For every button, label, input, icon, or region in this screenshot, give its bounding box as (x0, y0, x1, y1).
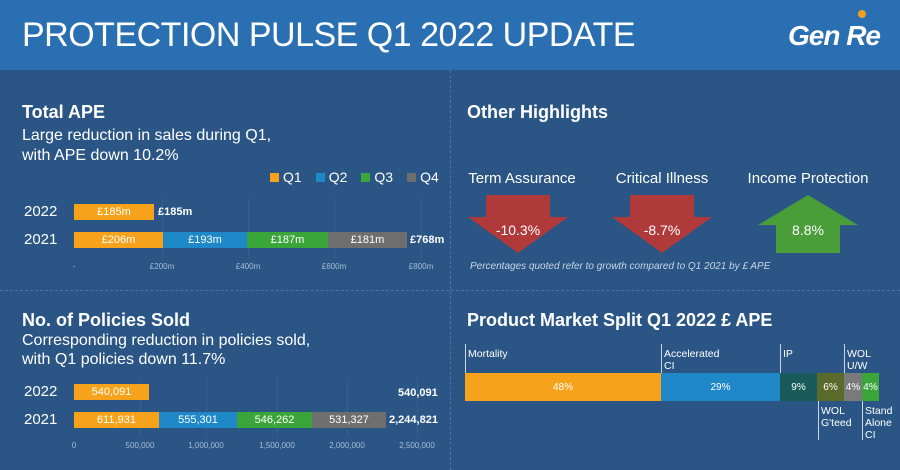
ape-axis-tick: £400m (235, 262, 261, 271)
policies-axis-tick: 1,500,000 (259, 441, 295, 450)
policies-gridline (206, 378, 207, 436)
legend-q2-label: Q2 (328, 169, 348, 185)
ape-axis-tick: - (72, 262, 76, 271)
ape-gridline (334, 198, 335, 258)
policies-gridline (140, 378, 141, 436)
policies-row-2021-label: 2021 (24, 411, 58, 428)
policies-sold-title: No. of Policies Sold (22, 310, 191, 330)
policies-2022-q1-bar: 540,091 (74, 384, 149, 400)
pm-label-tick (780, 344, 781, 374)
pm-label-tick (818, 400, 819, 440)
policies-sold-subtitle-1: Corresponding reduction in policies sold… (22, 332, 311, 349)
logo-sun-icon (858, 10, 866, 18)
ape-axis-tick: £600m (321, 262, 347, 271)
legend-q2: Q2 (315, 169, 348, 185)
policies-2021-q1-bar: 611,931 (74, 412, 159, 428)
pm-label-wol-gteed-1: WOL (821, 405, 845, 417)
policies-axis-tick: 2,000,000 (329, 441, 365, 450)
pm-label-acc-ci-2: CI (664, 360, 675, 372)
ape-row-2021-label: 2021 (24, 231, 58, 248)
legend-q1-swatch (270, 172, 279, 182)
policies-2022-total: 540,091 (398, 387, 438, 399)
pm-label-ip: IP (783, 348, 793, 360)
ape-gridline (421, 198, 422, 258)
policies-sold-subtitle-2: with Q1 policies down 11.7% (22, 351, 226, 368)
pm-label-wol-uw-1: WOL (847, 348, 871, 360)
policies-2021-total: 2,244,821 (389, 414, 438, 426)
pm-label-sa-ci-3: CI (865, 429, 876, 441)
ape-axis-tick: £200m (149, 262, 175, 271)
ape-2021-q3-bar: £187m (247, 232, 328, 248)
page-title: PROTECTION PULSE Q1 2022 UPDATE (22, 16, 636, 54)
ape-row-2022-label: 2022 (24, 203, 58, 220)
policies-gridline (417, 378, 418, 436)
pm-label-acc-ci-1: Accelerated (664, 348, 720, 360)
policies-axis-tick: 2,500,000 (399, 441, 435, 450)
legend-q2-swatch (315, 172, 325, 182)
pm-label-tick (862, 400, 863, 440)
pm-label-tick (844, 344, 845, 374)
income-protection-value: 8.8% (792, 222, 824, 238)
pm-label-sa-ci-1: Stand (865, 405, 893, 417)
policies-2021-q4-bar: 531,327 (312, 412, 386, 428)
pm-label-mortality: Mortality (468, 348, 508, 360)
ape-2021-q2-bar: £193m (163, 232, 247, 248)
ape-2021-q4-bar: £181m (328, 232, 407, 248)
critical-illness-label: Critical Illness (615, 170, 709, 187)
policies-axis-tick: 1,000,000 (188, 441, 224, 450)
total-ape-subtitle-1: Large reduction in sales during Q1, (22, 127, 272, 144)
pm-seg-ip: 9% (780, 373, 817, 401)
header-bar: PROTECTION PULSE Q1 2022 UPDATE Gen Re (0, 0, 900, 70)
legend-q1: Q1 (270, 169, 302, 185)
pm-seg-stand-alone-ci: 4% (862, 373, 879, 401)
pm-seg-wol-gteed: 6% (817, 373, 844, 401)
term-assurance-value: -10.3% (495, 222, 541, 238)
legend-q3-swatch (361, 172, 371, 182)
ape-2021-q1-bar: £206m (74, 232, 163, 248)
policies-axis-tick: 0 (71, 441, 77, 450)
highlights-footnote: Percentages quoted refer to growth compa… (470, 261, 771, 272)
ape-gridline (248, 198, 249, 258)
ape-2022-total: £185m (158, 206, 193, 218)
ape-2021-total: £768m (410, 234, 445, 246)
pm-label-wol-gteed-2: G'teed (821, 417, 852, 429)
ape-2022-q1-bar: £185m (74, 204, 154, 220)
critical-illness-value: -8.7% (643, 222, 681, 238)
product-market-title: Product Market Split Q1 2022 £ APE (467, 310, 773, 330)
term-assurance-down-arrow-icon (468, 195, 568, 253)
horizontal-divider (0, 290, 900, 291)
policies-gridline (277, 378, 278, 436)
other-highlights-title: Other Highlights (467, 102, 608, 122)
pm-seg-accelerated-ci: 29% (661, 373, 780, 401)
legend-q1-label: Q1 (283, 169, 302, 185)
critical-illness-down-arrow-icon (612, 195, 712, 253)
policies-gridline (347, 378, 348, 436)
legend-q3: Q3 (361, 169, 393, 185)
total-ape-title: Total APE (22, 102, 106, 122)
vertical-divider (450, 70, 452, 470)
pm-label-wol-uw-2: U/W (847, 360, 868, 372)
legend-q4-swatch (407, 172, 417, 182)
legend-q4: Q4 (407, 169, 439, 185)
quarter-legend: Q1 Q2 Q3 Q4 (270, 169, 439, 185)
pm-label-tick (465, 344, 466, 374)
income-protection-up-arrow-icon (758, 195, 858, 253)
term-assurance-label: Term Assurance (468, 170, 576, 187)
legend-q4-label: Q4 (420, 169, 439, 185)
policies-2021-q3-bar: 546,262 (237, 412, 312, 428)
policies-row-2022-label: 2022 (24, 383, 58, 400)
gen-re-logo: Gen Re (787, 20, 881, 51)
policies-2021-q2-bar: 555,301 (159, 412, 237, 428)
pm-seg-mortality: 48% (465, 373, 661, 401)
pm-label-tick (661, 344, 662, 374)
pm-label-sa-ci-2: Alone (865, 417, 892, 429)
income-protection-label: Income Protection (747, 170, 869, 187)
pm-seg-wol-uw: 4% (844, 373, 862, 401)
total-ape-subtitle-2: with APE down 10.2% (22, 147, 179, 164)
legend-q3-label: Q3 (374, 169, 394, 185)
ape-gridline (162, 198, 163, 258)
ape-axis-tick: £800m (408, 262, 434, 271)
policies-axis-tick: 500,000 (125, 441, 155, 450)
